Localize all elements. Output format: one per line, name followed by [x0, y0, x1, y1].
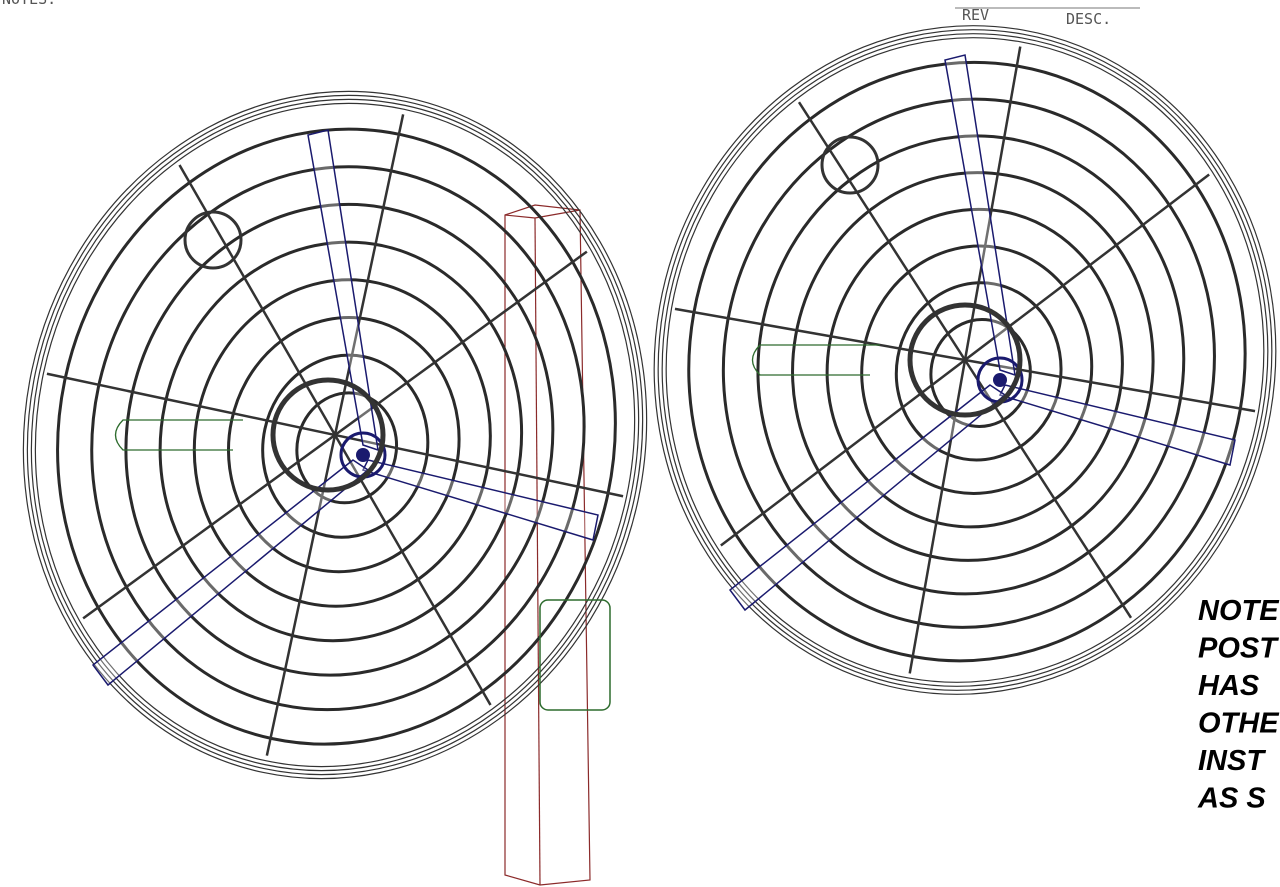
fan-blade [728, 384, 1007, 612]
guard-ring [56, 127, 617, 746]
guard-ring [929, 318, 1032, 428]
guard-spoke [82, 250, 588, 620]
note-line: OTHE [1198, 708, 1280, 740]
guard-ring [124, 202, 555, 677]
fan-rim [34, 102, 636, 768]
motor [270, 377, 386, 493]
guard-ring [226, 315, 461, 574]
fan-rim [653, 25, 1277, 695]
motor-mount [751, 344, 880, 376]
notes-label: NOTES: [2, 0, 56, 8]
fan-rim [657, 29, 1273, 691]
guard-ring [791, 171, 1155, 562]
note-line: HAS [1198, 670, 1260, 702]
post [504, 204, 591, 886]
fan-rim [26, 94, 644, 776]
fan-rim [665, 37, 1265, 683]
desc-label: DESC. [1066, 10, 1111, 28]
guard-ring [158, 240, 524, 643]
fan-rim [661, 33, 1269, 687]
note-line: NOTE [1198, 595, 1280, 627]
guard-ring [192, 278, 492, 608]
fan [653, 25, 1277, 695]
fans [22, 25, 1277, 780]
note-block: NOTE POST HAS OTHE INST AS S [1197, 595, 1280, 815]
guard-ring [860, 244, 1094, 495]
hub-center [356, 448, 370, 462]
bracket [539, 599, 611, 711]
fan-blade [998, 384, 1236, 466]
fan-blade [944, 54, 1016, 377]
rev-label: REV [962, 6, 989, 24]
guard-ring [261, 353, 430, 539]
guard-ring [825, 207, 1124, 529]
note-line: POST [1198, 633, 1279, 665]
guard-ring [756, 134, 1186, 596]
fan-blade [91, 459, 370, 687]
pulley [183, 210, 243, 270]
guard-ring [721, 97, 1216, 629]
hub-center [993, 373, 1007, 387]
fan-rim [30, 98, 640, 772]
motor-mount [114, 419, 243, 451]
guard-ring [295, 391, 399, 505]
pulley [820, 135, 880, 195]
guard-ring [90, 165, 586, 712]
guard-ring [894, 281, 1063, 462]
fan [22, 90, 648, 780]
motor [907, 302, 1023, 418]
fan-blade [361, 459, 599, 541]
fan-rim [22, 90, 648, 780]
note-line: AS S [1197, 783, 1266, 815]
note-line: INST [1198, 745, 1266, 777]
guard-spoke [720, 173, 1210, 547]
fan-blade [307, 129, 379, 452]
guard-ring [687, 60, 1247, 663]
